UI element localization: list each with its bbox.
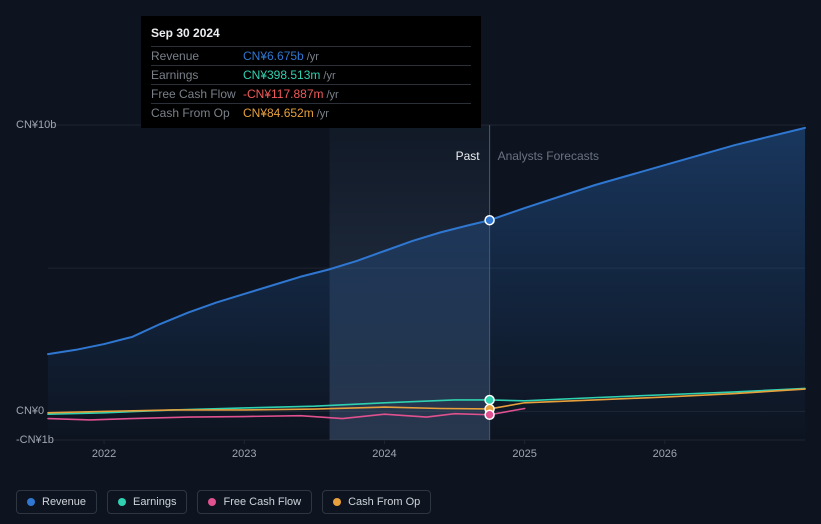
legend-dot-icon (118, 498, 126, 506)
hover-tooltip: Sep 30 2024 Revenue CN¥6.675b /yr Earnin… (141, 16, 481, 128)
tooltip-unit: /yr (307, 51, 319, 63)
tooltip-row: Revenue CN¥6.675b /yr (151, 46, 471, 65)
x-axis-label: 2026 (653, 448, 677, 460)
tooltip-label: Earnings (151, 68, 243, 82)
legend-dot-icon (27, 498, 35, 506)
tooltip-row: Cash From Op CN¥84.652m /yr (151, 103, 471, 122)
x-axis-label: 2022 (92, 448, 116, 460)
tooltip-unit: /yr (317, 108, 329, 120)
legend-label: Revenue (42, 496, 86, 508)
tooltip-row: Earnings CN¥398.513m /yr (151, 65, 471, 84)
legend-item-earnings[interactable]: Earnings (107, 490, 187, 514)
tooltip-label: Revenue (151, 49, 243, 63)
tooltip-value: CN¥84.652m (243, 106, 314, 120)
past-region-label: Past (456, 149, 480, 163)
chart-svg (16, 125, 805, 470)
legend-item-cfo[interactable]: Cash From Op (322, 490, 431, 514)
chart-legend: Revenue Earnings Free Cash Flow Cash Fro… (16, 490, 431, 514)
y-axis-label: CN¥0 (16, 405, 44, 417)
legend-dot-icon (333, 498, 341, 506)
tooltip-label: Cash From Op (151, 106, 243, 120)
chart-area[interactable]: CN¥10b CN¥0 -CN¥1b 2022 2023 2024 2025 2… (16, 125, 805, 470)
legend-item-fcf[interactable]: Free Cash Flow (197, 490, 312, 514)
tooltip-date: Sep 30 2024 (151, 24, 471, 46)
x-axis-label: 2025 (512, 448, 536, 460)
tooltip-value: -CN¥117.887m (243, 87, 323, 101)
forecast-region-label: Analysts Forecasts (498, 149, 599, 163)
x-axis-label: 2023 (232, 448, 256, 460)
y-axis-label: -CN¥1b (16, 434, 54, 446)
tooltip-label: Free Cash Flow (151, 87, 243, 101)
tooltip-unit: /yr (323, 70, 335, 82)
y-axis-label: CN¥10b (16, 119, 56, 131)
legend-label: Free Cash Flow (223, 496, 301, 508)
tooltip-unit: /yr (326, 89, 338, 101)
tooltip-value: CN¥398.513m (243, 68, 320, 82)
tooltip-value: CN¥6.675b (243, 49, 304, 63)
legend-item-revenue[interactable]: Revenue (16, 490, 97, 514)
legend-label: Earnings (133, 496, 176, 508)
x-axis-label: 2024 (372, 448, 396, 460)
legend-dot-icon (208, 498, 216, 506)
legend-label: Cash From Op (348, 496, 420, 508)
tooltip-row: Free Cash Flow -CN¥117.887m /yr (151, 84, 471, 103)
